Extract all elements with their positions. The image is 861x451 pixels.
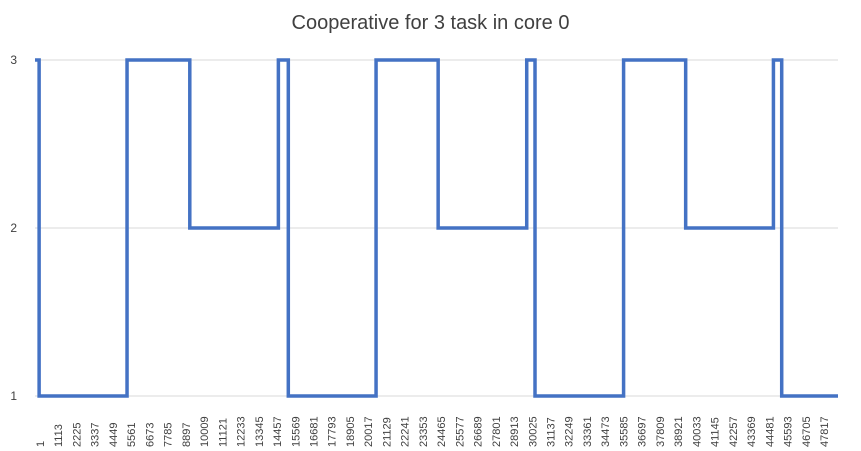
x-tick-label: 10009 <box>199 416 211 447</box>
x-tick-label: 25577 <box>454 416 466 447</box>
series-group <box>35 58 838 398</box>
y-axis-ticks: 1 2 3 <box>10 53 17 403</box>
x-tick-label: 46705 <box>801 416 813 447</box>
x-tick-label: 5561 <box>126 423 138 447</box>
x-tick-label: 1 <box>35 441 47 447</box>
x-tick-label: 42257 <box>728 416 740 447</box>
x-tick-label: 34473 <box>600 416 612 447</box>
x-tick-label: 12233 <box>236 416 248 447</box>
x-tick-label: 7785 <box>163 423 175 447</box>
x-tick-label: 38921 <box>673 416 685 447</box>
y-tick-label: 2 <box>10 221 17 235</box>
x-tick-label: 26689 <box>473 416 485 447</box>
x-tick-label: 32249 <box>564 416 576 447</box>
x-tick-label: 3337 <box>90 423 102 447</box>
x-tick-label: 11121 <box>217 418 229 447</box>
x-tick-label: 43369 <box>746 416 758 447</box>
x-tick-label: 16681 <box>308 416 320 447</box>
x-tick-label: 2225 <box>71 423 83 447</box>
x-tick-label: 40033 <box>691 416 703 447</box>
x-axis-ticks: 1 1113 2225 3337 4449 5561 6673 7785 8897 10009 11… <box>35 416 831 447</box>
x-tick-label: 47817 <box>819 416 831 447</box>
y-tick-label: 1 <box>10 389 17 403</box>
x-tick-label: 35585 <box>618 416 630 447</box>
x-tick-label: 1113 <box>53 424 65 447</box>
chart-title: Cooperative for 3 task in core 0 <box>291 12 570 34</box>
x-tick-label: 28913 <box>509 416 521 447</box>
x-tick-label: 17793 <box>327 416 339 447</box>
x-tick-label: 4449 <box>108 423 120 447</box>
x-tick-label: 14457 <box>272 416 284 447</box>
x-tick-label: 23353 <box>418 416 430 447</box>
x-tick-label: 30025 <box>527 416 539 447</box>
x-tick-label: 15569 <box>290 416 302 447</box>
x-tick-label: 45593 <box>783 416 795 447</box>
x-tick-label: 41145 <box>710 417 722 447</box>
x-tick-label: 24465 <box>436 416 448 447</box>
x-tick-label: 13345 <box>254 416 266 447</box>
y-tick-label: 3 <box>10 53 17 67</box>
x-tick-label: 22241 <box>400 416 412 447</box>
x-tick-label: 37809 <box>655 416 667 447</box>
x-tick-label: 31137 <box>546 417 558 447</box>
x-tick-label: 20017 <box>363 416 375 447</box>
series-line-task <box>35 58 838 398</box>
x-tick-label: 33361 <box>582 416 594 447</box>
x-tick-label: 6673 <box>144 423 156 447</box>
x-tick-label: 27801 <box>491 416 503 447</box>
x-tick-label: 18905 <box>345 416 357 447</box>
x-tick-label: 21129 <box>381 417 393 447</box>
x-tick-label: 44481 <box>764 416 776 447</box>
x-tick-label: 36697 <box>637 416 649 447</box>
x-tick-label: 8897 <box>181 423 193 447</box>
